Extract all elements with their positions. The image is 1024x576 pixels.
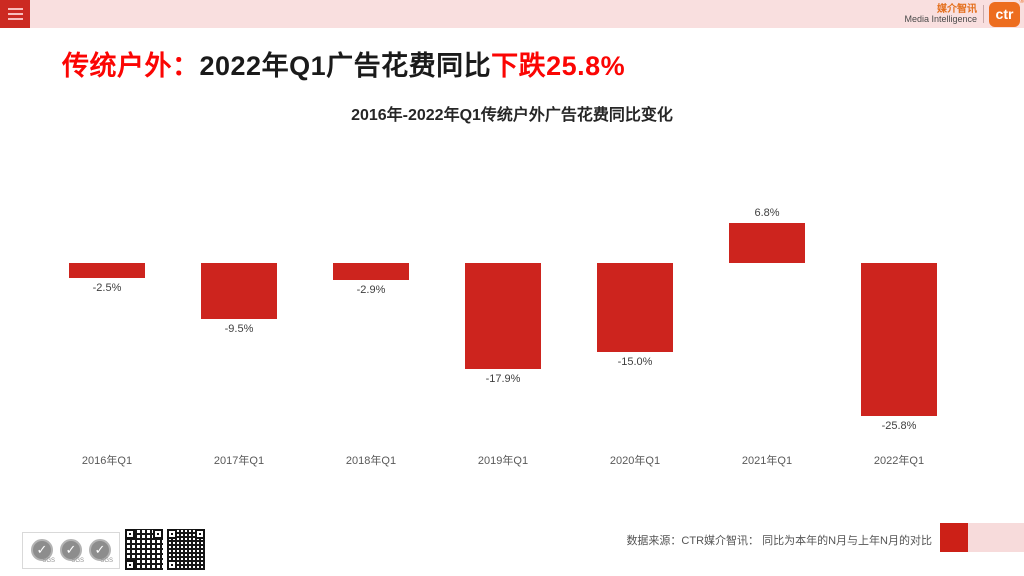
bar-value-label: -17.9% xyxy=(485,373,521,385)
sgs-label: SGS xyxy=(100,557,113,564)
sgs-logo: ✓ SGS xyxy=(88,538,113,564)
bar-value-label: -9.5% xyxy=(224,323,254,335)
sgs-check-icon: ✓ xyxy=(89,538,111,561)
chart-category-slot: -25.8% 2022年Q1 xyxy=(833,130,965,470)
sgs-label: SGS xyxy=(71,557,84,564)
sgs-check-icon: ✓ xyxy=(60,538,82,561)
title-prefix: 传统户外： xyxy=(62,51,200,81)
chart-category-slot: -2.9% 2018年Q1 xyxy=(305,130,437,470)
x-axis-label: 2018年Q1 xyxy=(345,455,397,467)
chart-category-slot: -2.5% 2016年Q1 xyxy=(41,130,173,470)
brand-divider xyxy=(983,5,984,23)
bar-value-label: -25.8% xyxy=(881,420,917,432)
bar-2022年Q1 xyxy=(861,263,937,416)
qr-code xyxy=(167,529,205,570)
title-highlight: 下跌25.8% xyxy=(491,51,626,81)
bar-2017年Q1 xyxy=(201,263,277,319)
bar-value-label: -2.5% xyxy=(92,282,122,294)
sgs-logo: ✓ SGS xyxy=(59,538,84,564)
x-axis-label: 2019年Q1 xyxy=(477,455,529,467)
registered-mark: ® xyxy=(1019,0,1024,5)
chart-category-slot: -9.5% 2017年Q1 xyxy=(173,130,305,470)
bar-value-label: -2.9% xyxy=(356,284,386,296)
bar-2019年Q1 xyxy=(465,263,541,369)
sgs-label: SGS xyxy=(42,557,55,564)
x-axis-label: 2020年Q1 xyxy=(609,455,661,467)
title-middle: 2022年Q1广告花费同比 xyxy=(199,51,492,81)
x-axis-label: 2017年Q1 xyxy=(213,455,265,467)
bar-2020年Q1 xyxy=(597,263,673,352)
ctr-logo: ctr ® xyxy=(989,0,1024,27)
sgs-check-icon: ✓ xyxy=(31,538,53,561)
footer-accent-red-block xyxy=(940,523,968,552)
brand-name-cn: 媒介智讯 xyxy=(937,3,977,15)
data-source-note: 数据来源：CTR媒介智讯： 同比为本年的N月与上年N月的对比 xyxy=(626,535,932,547)
menu-line xyxy=(7,13,23,15)
page-title: 传统户外：2022年Q1广告花费同比下跌25.8% xyxy=(62,44,625,83)
bar-2016年Q1 xyxy=(69,263,145,278)
top-bar: 媒介智讯 Media Intelligence ctr ® xyxy=(0,0,1024,28)
ctr-logo-text: ctr xyxy=(995,6,1014,22)
bar-value-label: -15.0% xyxy=(617,356,653,368)
x-axis-label: 2016年Q1 xyxy=(81,455,133,467)
bar-chart: -2.5% 2016年Q1 -9.5% 2017年Q1 -2.9% 2018年Q1 -17.… xyxy=(41,130,965,470)
bar-2018年Q1 xyxy=(333,263,409,280)
chart-category-slot: -17.9% 2019年Q1 xyxy=(437,130,569,470)
sgs-logo: ✓ SGS xyxy=(30,538,55,564)
qr-code xyxy=(125,529,163,570)
bar-value-label: 6.8% xyxy=(754,207,780,219)
x-axis-label: 2022年Q1 xyxy=(873,455,925,467)
chart-title: 2016年-2022年Q1传统户外广告花费同比变化 xyxy=(351,107,673,124)
bar-2021年Q1 xyxy=(729,223,805,263)
hamburger-menu-icon[interactable] xyxy=(0,0,30,28)
x-axis-label: 2021年Q1 xyxy=(741,455,793,467)
footer-accent-pink-block xyxy=(968,523,1024,552)
menu-line xyxy=(7,18,23,20)
brand-text: 媒介智讯 Media Intelligence xyxy=(904,4,977,25)
menu-line xyxy=(7,8,23,10)
sgs-certification-logos: ✓ SGS ✓ SGS ✓ SGS xyxy=(22,532,120,569)
chart-category-slot: -15.0% 2020年Q1 xyxy=(569,130,701,470)
brand-name-en: Media Intelligence xyxy=(904,13,977,24)
chart-category-slot: 6.8% 2021年Q1 xyxy=(701,130,833,470)
brand-lockup: 媒介智讯 Media Intelligence ctr ® xyxy=(904,0,1024,28)
